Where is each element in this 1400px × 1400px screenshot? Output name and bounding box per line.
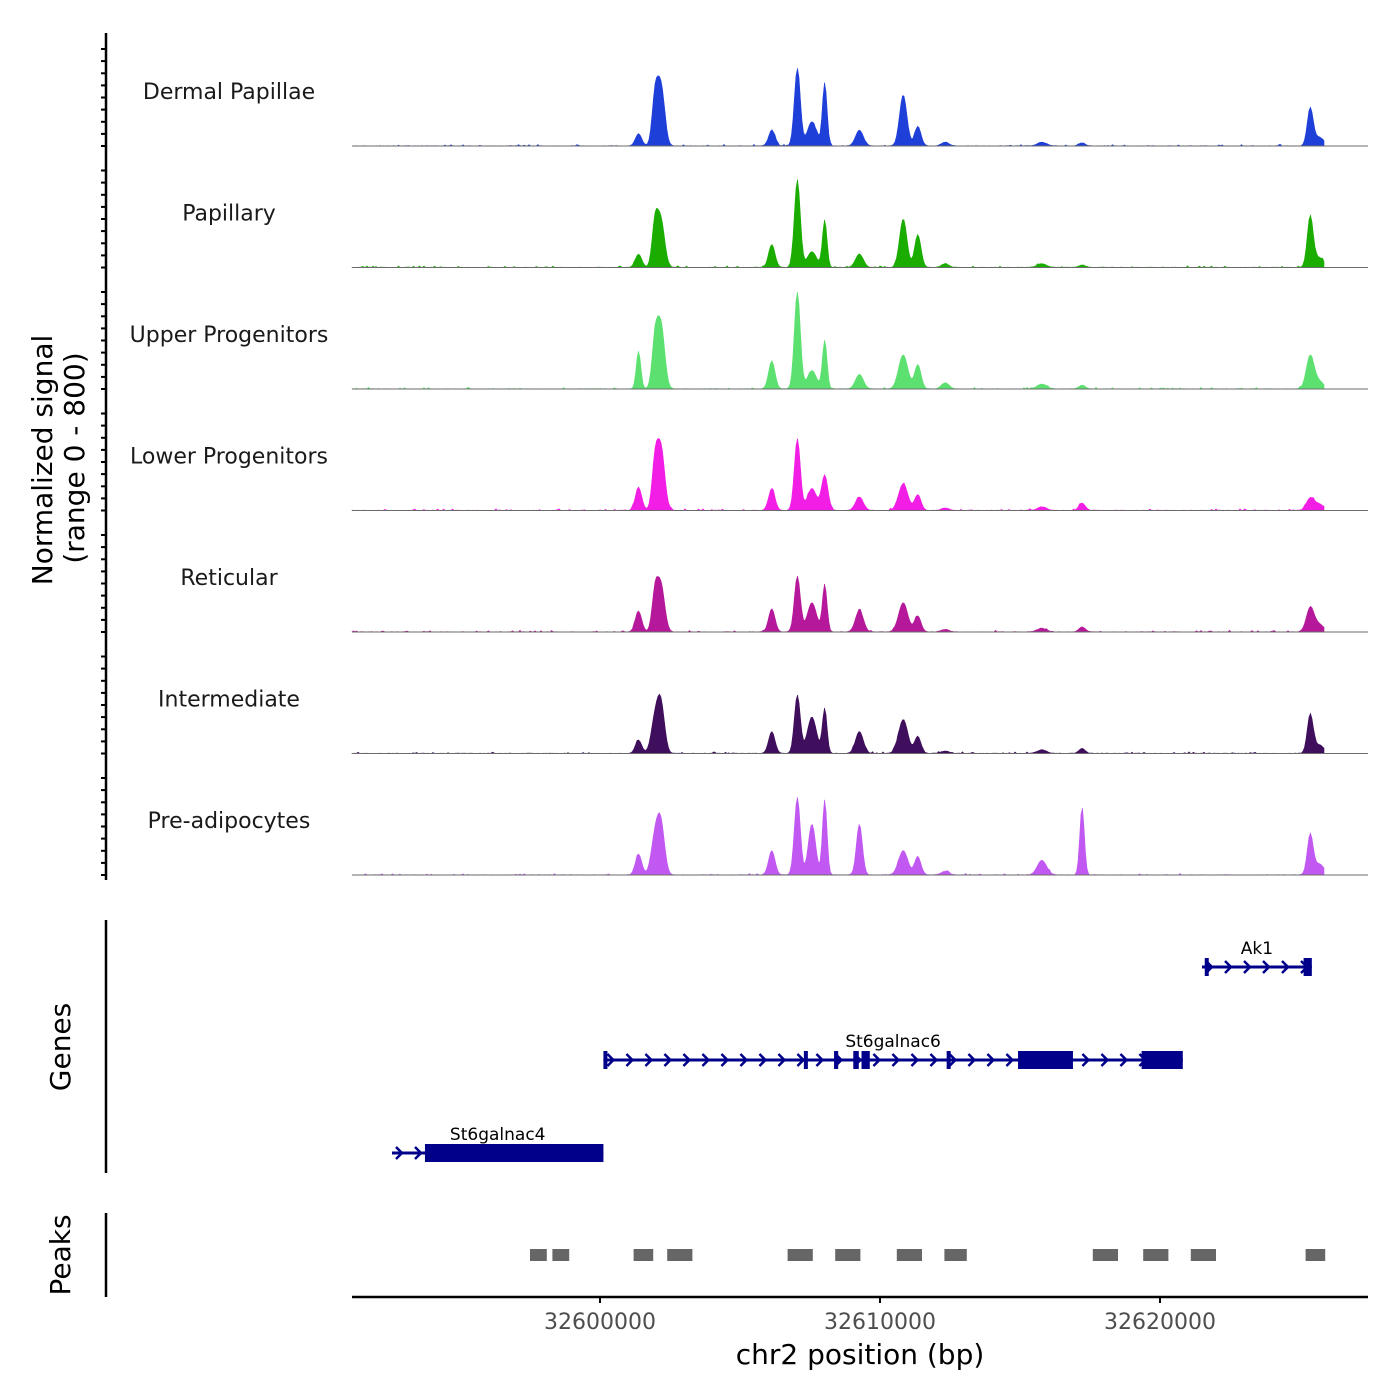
exon-block (1141, 1051, 1146, 1069)
exon-block (424, 1144, 604, 1162)
strand-arrow (644, 1053, 654, 1067)
coverage-area-dermal-papillae (351, 68, 1325, 147)
peak-region (944, 1249, 967, 1261)
exon-block (803, 1051, 808, 1069)
exon-block (1204, 958, 1209, 976)
x-axis: 32600000 32610000 32620000 (352, 1295, 1368, 1335)
x-tick-label: 32600000 (544, 1310, 656, 1335)
track-label: Upper Progenitors (130, 323, 329, 348)
peak-region (896, 1249, 922, 1261)
coverage-area-intermediate (351, 693, 1325, 754)
strand-arrow (777, 1053, 787, 1067)
coverage-area-papillary (351, 179, 1325, 268)
track-label: Reticular (180, 566, 278, 591)
coverage-area-lower-progenitors (351, 438, 1325, 511)
y-axis-subtitle: (range 0 - 800) (58, 352, 91, 563)
strand-arrow (986, 1053, 996, 1067)
strand-arrow (891, 1053, 901, 1067)
strand-arrow (929, 1053, 939, 1067)
gene-ak1: Ak1 (1202, 939, 1312, 976)
strand-arrow (1081, 1053, 1091, 1067)
track-label: Papillary (182, 202, 276, 227)
strand-arrow (1224, 960, 1233, 974)
strand-arrow (1005, 1053, 1015, 1067)
exon-block (853, 1051, 859, 1069)
gene-annotation-panel: Ak1 St6galnac6 St6galnac4 (104, 920, 1312, 1173)
gene-label: Ak1 (1241, 939, 1273, 959)
peak-region (633, 1249, 654, 1261)
peak-region (552, 1249, 570, 1261)
strand-arrow (967, 1053, 977, 1067)
strand-arrow (758, 1053, 768, 1067)
exon-block (603, 1051, 608, 1069)
gene-st6galnac4: St6galnac4 (392, 1125, 604, 1162)
gene-st6galnac6: St6galnac6 (603, 1032, 1183, 1069)
strand-arrow (1262, 960, 1271, 974)
y-axis-title: Normalized signal (26, 335, 59, 586)
gene-label: St6galnac4 (450, 1125, 546, 1145)
peak-region (787, 1249, 813, 1261)
peak-region (1143, 1249, 1169, 1261)
coverage-area-reticular (351, 576, 1325, 633)
peak-region (1305, 1249, 1326, 1261)
strand-arrow (606, 1053, 616, 1067)
exon-block (834, 1051, 839, 1069)
coverage-area-upper-progenitors (351, 291, 1325, 390)
x-axis-title: chr2 position (bp) (736, 1338, 985, 1371)
exon-block (1303, 958, 1312, 976)
peaks-panel-title: Peaks (44, 1214, 77, 1295)
strand-arrow (796, 1053, 806, 1067)
strand-arrow (815, 1053, 825, 1067)
track-label: Intermediate (158, 688, 300, 713)
strand-arrow (701, 1053, 711, 1067)
strand-arrow (1281, 960, 1290, 974)
exon-block (946, 1051, 951, 1069)
peaks-panel (104, 1213, 1326, 1297)
strand-arrow (739, 1053, 749, 1067)
exon-block (1018, 1051, 1073, 1069)
strand-arrow (872, 1053, 882, 1067)
strand-arrow (1119, 1053, 1129, 1067)
track-label: Dermal Papillae (143, 80, 315, 105)
peak-region (835, 1249, 861, 1261)
x-tick-label: 32610000 (824, 1310, 936, 1335)
track-labels: Dermal Papillae Papillary Upper Progenitor… (130, 80, 329, 834)
strand-arrow (414, 1146, 423, 1160)
coverage-area-pre-adipocytes (351, 797, 1325, 876)
track-label: Pre-adipocytes (148, 809, 311, 834)
strand-arrow (625, 1053, 635, 1067)
strand-arrow (720, 1053, 730, 1067)
strand-arrow (1243, 960, 1252, 974)
coverage-tracks (351, 68, 1368, 876)
track-label: Lower Progenitors (130, 445, 328, 470)
strand-arrow (663, 1053, 673, 1067)
gene-label: St6galnac6 (845, 1032, 941, 1052)
genes-panel-title: Genes (44, 1003, 77, 1091)
strand-arrow (682, 1053, 692, 1067)
strand-arrow (1100, 1053, 1110, 1067)
peak-region (1190, 1249, 1216, 1261)
x-tick-label: 32620000 (1104, 1310, 1216, 1335)
strand-arrow (948, 1053, 958, 1067)
strand-arrow (910, 1053, 920, 1067)
strand-arrow (395, 1146, 404, 1160)
peak-region (530, 1249, 547, 1261)
signal-y-axis (101, 33, 108, 880)
peak-region (667, 1249, 693, 1261)
exon-block (1144, 1051, 1183, 1069)
peak-region (1092, 1249, 1118, 1261)
exon-block (861, 1051, 870, 1069)
